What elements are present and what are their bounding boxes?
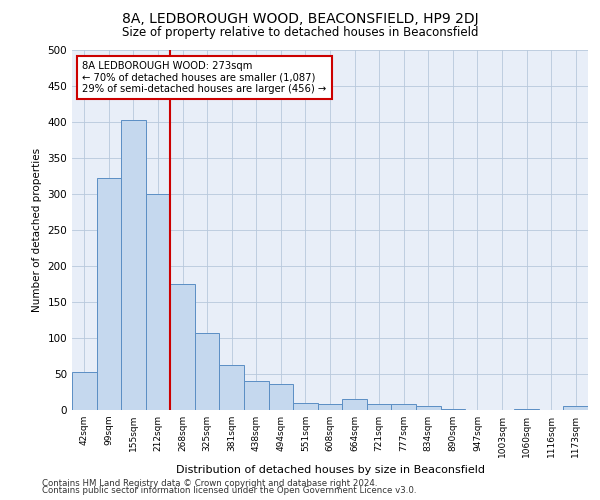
- Bar: [342, 399, 367, 410]
- Bar: [244, 381, 269, 410]
- Text: 8A, LEDBOROUGH WOOD, BEACONSFIELD, HP9 2DJ: 8A, LEDBOROUGH WOOD, BEACONSFIELD, HP9 2…: [122, 12, 478, 26]
- Text: 8A LEDBOROUGH WOOD: 273sqm
← 70% of detached houses are smaller (1,087)
29% of s: 8A LEDBOROUGH WOOD: 273sqm ← 70% of deta…: [82, 61, 326, 94]
- Text: Size of property relative to detached houses in Beaconsfield: Size of property relative to detached ho…: [122, 26, 478, 39]
- Bar: [391, 404, 416, 410]
- Y-axis label: Number of detached properties: Number of detached properties: [32, 148, 42, 312]
- X-axis label: Distribution of detached houses by size in Beaconsfield: Distribution of detached houses by size …: [176, 466, 485, 475]
- Bar: [72, 372, 97, 410]
- Bar: [220, 366, 244, 410]
- Bar: [269, 384, 293, 410]
- Bar: [97, 178, 121, 410]
- Bar: [563, 406, 588, 410]
- Bar: [367, 404, 391, 410]
- Bar: [146, 194, 170, 410]
- Bar: [170, 284, 195, 410]
- Bar: [195, 333, 220, 410]
- Text: Contains HM Land Registry data © Crown copyright and database right 2024.: Contains HM Land Registry data © Crown c…: [42, 478, 377, 488]
- Bar: [318, 404, 342, 410]
- Bar: [121, 120, 146, 410]
- Bar: [293, 403, 318, 410]
- Bar: [416, 406, 440, 410]
- Text: Contains public sector information licensed under the Open Government Licence v3: Contains public sector information licen…: [42, 486, 416, 495]
- Bar: [440, 408, 465, 410]
